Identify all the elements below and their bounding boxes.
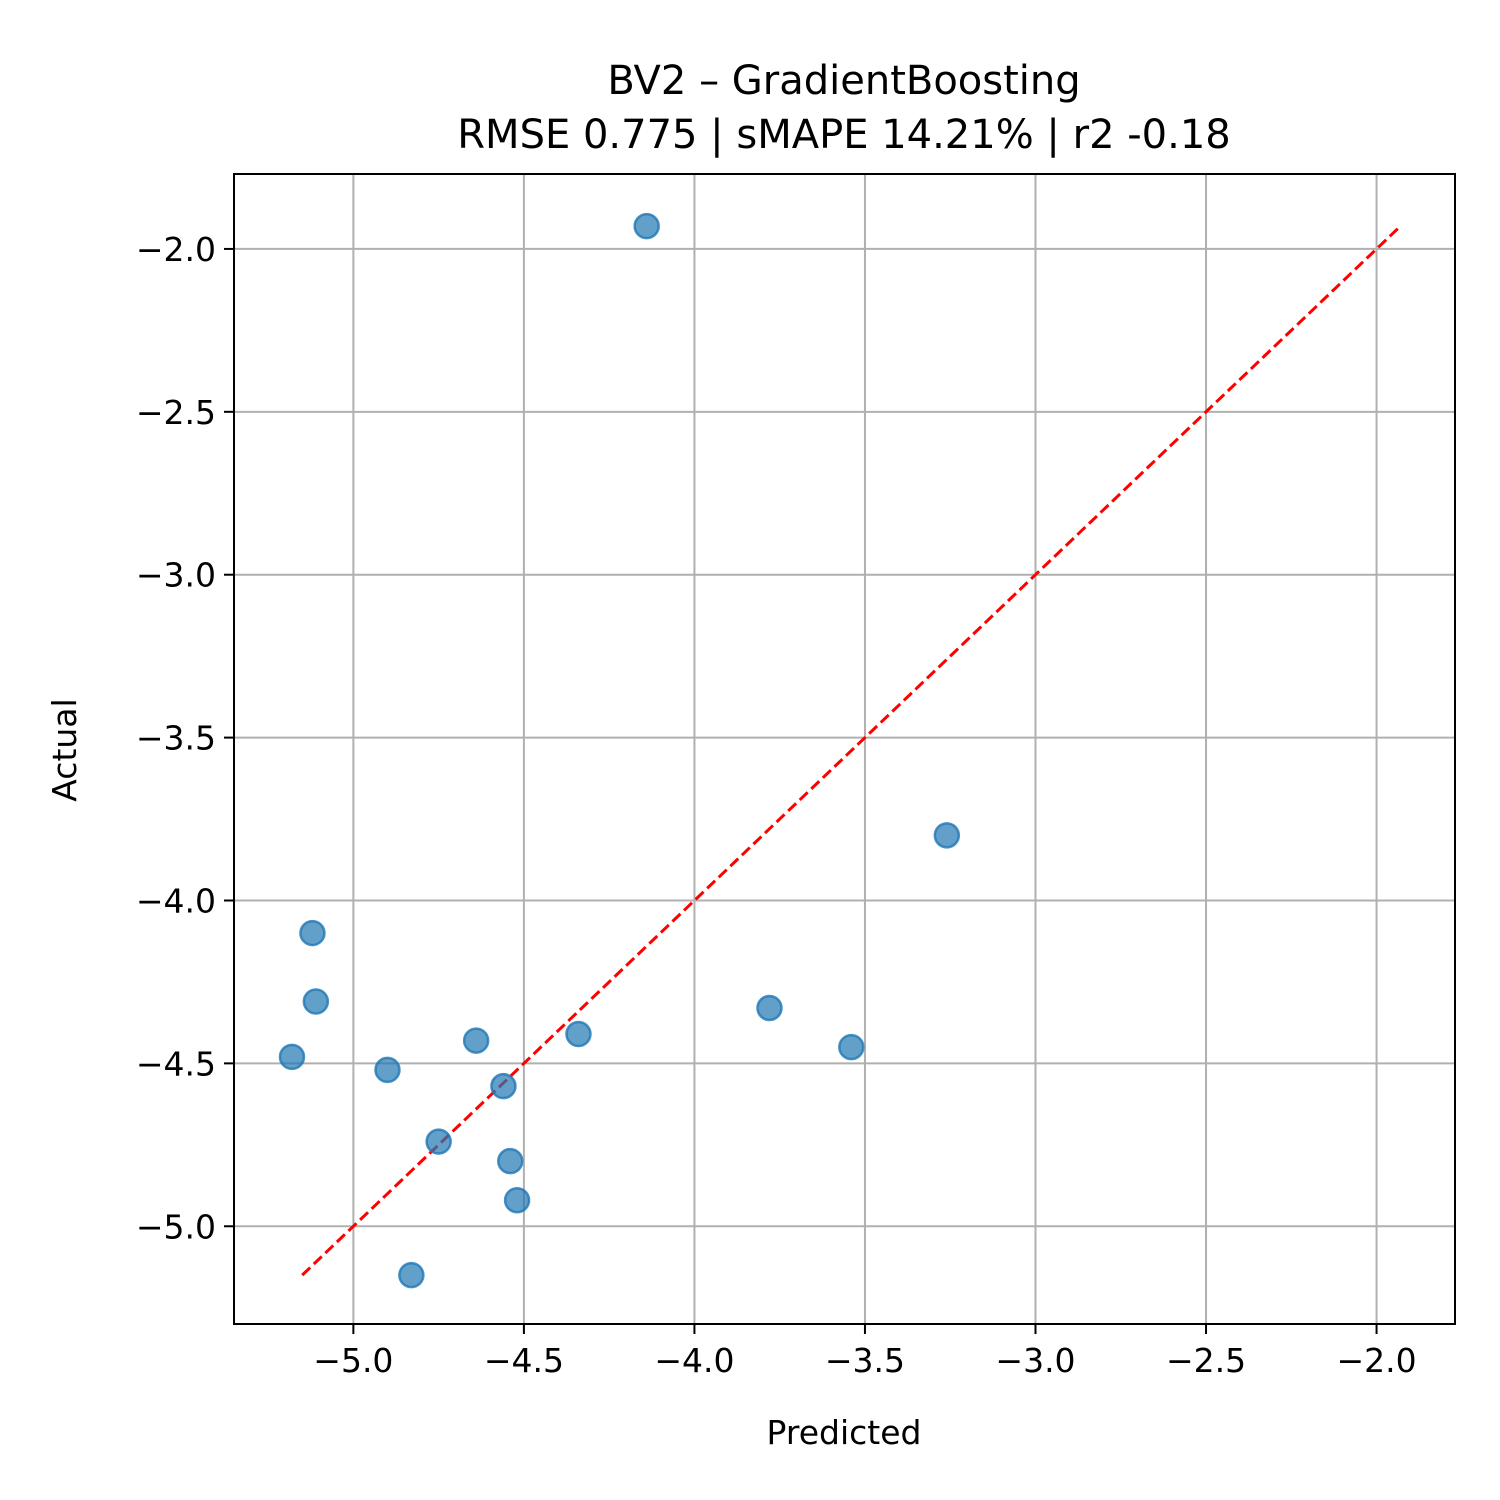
scatter-point	[278, 1043, 306, 1071]
y-tick-label: −3.0	[136, 556, 216, 595]
y-axis-label: Actual	[45, 698, 84, 801]
scatter-point	[299, 919, 326, 947]
x-tick-label: −2.5	[1166, 1341, 1246, 1380]
x-tick-label: −3.0	[995, 1341, 1075, 1380]
y-tick-label: −2.5	[136, 393, 216, 432]
x-tick-label: −4.5	[484, 1341, 564, 1380]
x-tick-label: −3.5	[825, 1341, 905, 1380]
y-tick-label: −3.5	[136, 719, 216, 758]
x-axis-label: Predicted	[767, 1413, 922, 1452]
x-tick-label: −2.0	[1336, 1341, 1416, 1380]
scatter-point	[756, 994, 783, 1022]
scatter-point	[565, 1020, 592, 1048]
scatter-point	[490, 1072, 517, 1100]
y-tick-label: −4.0	[136, 881, 216, 920]
scatter-point	[462, 1027, 490, 1054]
plot-frame	[233, 173, 1456, 1325]
scatter-point	[503, 1186, 531, 1214]
scatter-point	[633, 212, 660, 240]
identity-reference-line	[301, 225, 1402, 1277]
ticks: −5.0 −4.5 −4.0 −3.5 −3.0 −2.5 −2.0 −5.0 −4.5 −4.0…	[136, 230, 1417, 1380]
grid	[234, 174, 1455, 1324]
reference-line-layer	[301, 225, 1402, 1277]
scatter-point	[838, 1033, 865, 1061]
x-tick-label: −5.0	[313, 1341, 393, 1380]
y-tick-label: −2.0	[136, 230, 216, 269]
x-tick-label: −4.0	[654, 1341, 734, 1380]
scatter-point	[933, 822, 961, 849]
points-layer	[278, 212, 961, 1289]
scatter-point	[374, 1056, 401, 1084]
chart-title-line2: RMSE 0.775 | sMAPE 14.21% | r2 -0.18	[457, 112, 1230, 158]
chart-title-line1: BV2 – GradientBoosting	[607, 58, 1080, 104]
y-tick-label: −4.5	[136, 1044, 216, 1083]
y-tick-label: −5.0	[136, 1207, 216, 1246]
scatter-point	[497, 1147, 524, 1175]
scatter-point	[398, 1261, 425, 1289]
scatter-point	[302, 988, 330, 1015]
scatter-point	[425, 1128, 452, 1155]
